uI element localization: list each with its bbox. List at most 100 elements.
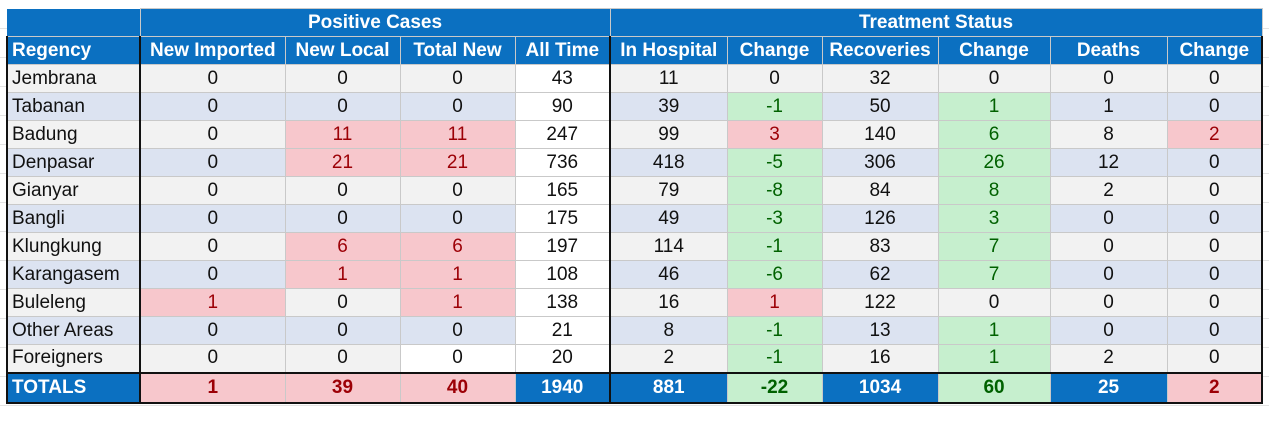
recoveries-cell[interactable]: 50 xyxy=(821,92,939,121)
new-local-cell[interactable]: 0 xyxy=(284,204,401,233)
total-new-cell[interactable]: 0 xyxy=(399,92,516,121)
new-local-cell[interactable]: 0 xyxy=(284,288,401,317)
all-time-cell[interactable]: 138 xyxy=(514,288,611,317)
in-hospital-cell[interactable]: 46 xyxy=(609,260,728,289)
in-hospital-cell[interactable]: 49 xyxy=(609,204,728,233)
all-time-cell[interactable]: 175 xyxy=(514,204,611,233)
total-new-cell[interactable]: 0 xyxy=(399,64,516,93)
in-hospital-cell[interactable]: 8 xyxy=(609,316,728,345)
in-hospital-cell[interactable]: 11 xyxy=(609,64,728,93)
recoveries-cell[interactable]: 13 xyxy=(821,316,939,345)
new-local-cell[interactable]: 21 xyxy=(284,148,401,177)
total-new-cell[interactable]: 1 xyxy=(399,260,516,289)
total-all-time-cell[interactable]: 1940 xyxy=(514,371,611,404)
deaths-change-cell[interactable]: 0 xyxy=(1166,344,1264,373)
all-time-cell[interactable]: 21 xyxy=(514,316,611,345)
all-time-cell[interactable]: 20 xyxy=(514,344,611,373)
deaths-cell[interactable]: 0 xyxy=(1049,288,1168,317)
hospital-change-cell[interactable]: -6 xyxy=(726,260,823,289)
recoveries-change-cell[interactable]: 8 xyxy=(937,176,1051,205)
deaths-change-cell[interactable]: 0 xyxy=(1166,204,1264,233)
recoveries-change-cell[interactable]: 0 xyxy=(937,288,1051,317)
total-new-cell[interactable]: 1 xyxy=(399,288,516,317)
total-new-cell[interactable]: 21 xyxy=(399,148,516,177)
hospital-change-cell[interactable]: 0 xyxy=(726,64,823,93)
recoveries-change-cell[interactable]: 3 xyxy=(937,204,1051,233)
deaths-change-cell[interactable]: 0 xyxy=(1166,232,1264,261)
regency-name-cell[interactable]: Buleleng xyxy=(6,288,141,317)
total-new-cell[interactable]: 0 xyxy=(399,344,516,373)
new-imported-cell[interactable]: 0 xyxy=(139,316,286,345)
deaths-change-cell[interactable]: 0 xyxy=(1166,64,1264,93)
regency-name-cell[interactable]: Bangli xyxy=(6,204,141,233)
total-new-cell[interactable]: 11 xyxy=(399,120,516,149)
total-deaths-change-cell[interactable]: 2 xyxy=(1166,371,1264,404)
new-imported-cell[interactable]: 0 xyxy=(139,204,286,233)
recoveries-cell[interactable]: 62 xyxy=(821,260,939,289)
all-time-cell[interactable]: 90 xyxy=(514,92,611,121)
hospital-change-cell[interactable]: -1 xyxy=(726,316,823,345)
regency-name-cell[interactable]: Denpasar xyxy=(6,148,141,177)
in-hospital-cell[interactable]: 99 xyxy=(609,120,728,149)
deaths-cell[interactable]: 2 xyxy=(1049,176,1168,205)
new-imported-cell[interactable]: 0 xyxy=(139,148,286,177)
deaths-cell[interactable]: 12 xyxy=(1049,148,1168,177)
deaths-change-cell[interactable]: 2 xyxy=(1166,120,1264,149)
new-local-cell[interactable]: 0 xyxy=(284,344,401,373)
hospital-change-cell[interactable]: 3 xyxy=(726,120,823,149)
in-hospital-cell[interactable]: 39 xyxy=(609,92,728,121)
all-time-cell[interactable]: 197 xyxy=(514,232,611,261)
hospital-change-cell[interactable]: -1 xyxy=(726,92,823,121)
recoveries-change-cell[interactable]: 6 xyxy=(937,120,1051,149)
new-imported-cell[interactable]: 0 xyxy=(139,120,286,149)
total-total-new-cell[interactable]: 40 xyxy=(399,371,516,404)
deaths-cell[interactable]: 0 xyxy=(1049,316,1168,345)
recoveries-cell[interactable]: 306 xyxy=(821,148,939,177)
new-local-cell[interactable]: 0 xyxy=(284,92,401,121)
regency-name-cell[interactable]: Foreigners xyxy=(6,344,141,373)
hospital-change-cell[interactable]: 1 xyxy=(726,288,823,317)
in-hospital-cell[interactable]: 114 xyxy=(609,232,728,261)
recoveries-cell[interactable]: 83 xyxy=(821,232,939,261)
new-local-cell[interactable]: 0 xyxy=(284,316,401,345)
new-imported-cell[interactable]: 0 xyxy=(139,176,286,205)
new-local-cell[interactable]: 11 xyxy=(284,120,401,149)
all-time-cell[interactable]: 736 xyxy=(514,148,611,177)
total-deaths-cell[interactable]: 25 xyxy=(1049,371,1168,404)
regency-name-cell[interactable]: Gianyar xyxy=(6,176,141,205)
regency-name-cell[interactable]: Karangasem xyxy=(6,260,141,289)
total-new-local-cell[interactable]: 39 xyxy=(284,371,401,404)
new-imported-cell[interactable]: 0 xyxy=(139,232,286,261)
deaths-cell[interactable]: 0 xyxy=(1049,204,1168,233)
recoveries-cell[interactable]: 84 xyxy=(821,176,939,205)
totals-label-cell[interactable]: TOTALS xyxy=(6,371,141,404)
deaths-cell[interactable]: 0 xyxy=(1049,64,1168,93)
recoveries-cell[interactable]: 122 xyxy=(821,288,939,317)
regency-name-cell[interactable]: Tabanan xyxy=(6,92,141,121)
hospital-change-cell[interactable]: -3 xyxy=(726,204,823,233)
deaths-change-cell[interactable]: 0 xyxy=(1166,288,1264,317)
total-hospital-change-cell[interactable]: -22 xyxy=(726,371,823,404)
deaths-change-cell[interactable]: 0 xyxy=(1166,316,1264,345)
recoveries-change-cell[interactable]: 1 xyxy=(937,344,1051,373)
total-new-cell[interactable]: 0 xyxy=(399,316,516,345)
regency-name-cell[interactable]: Other Areas xyxy=(6,316,141,345)
new-local-cell[interactable]: 6 xyxy=(284,232,401,261)
deaths-cell[interactable]: 2 xyxy=(1049,344,1168,373)
regency-name-cell[interactable]: Klungkung xyxy=(6,232,141,261)
all-time-cell[interactable]: 165 xyxy=(514,176,611,205)
deaths-change-cell[interactable]: 0 xyxy=(1166,176,1264,205)
recoveries-change-cell[interactable]: 1 xyxy=(937,92,1051,121)
new-local-cell[interactable]: 1 xyxy=(284,260,401,289)
deaths-cell[interactable]: 0 xyxy=(1049,232,1168,261)
total-recoveries-change-cell[interactable]: 60 xyxy=(937,371,1051,404)
total-in-hospital-cell[interactable]: 881 xyxy=(609,371,728,404)
all-time-cell[interactable]: 247 xyxy=(514,120,611,149)
in-hospital-cell[interactable]: 79 xyxy=(609,176,728,205)
new-imported-cell[interactable]: 0 xyxy=(139,260,286,289)
deaths-cell[interactable]: 8 xyxy=(1049,120,1168,149)
all-time-cell[interactable]: 108 xyxy=(514,260,611,289)
recoveries-change-cell[interactable]: 1 xyxy=(937,316,1051,345)
recoveries-change-cell[interactable]: 0 xyxy=(937,64,1051,93)
hospital-change-cell[interactable]: -1 xyxy=(726,344,823,373)
